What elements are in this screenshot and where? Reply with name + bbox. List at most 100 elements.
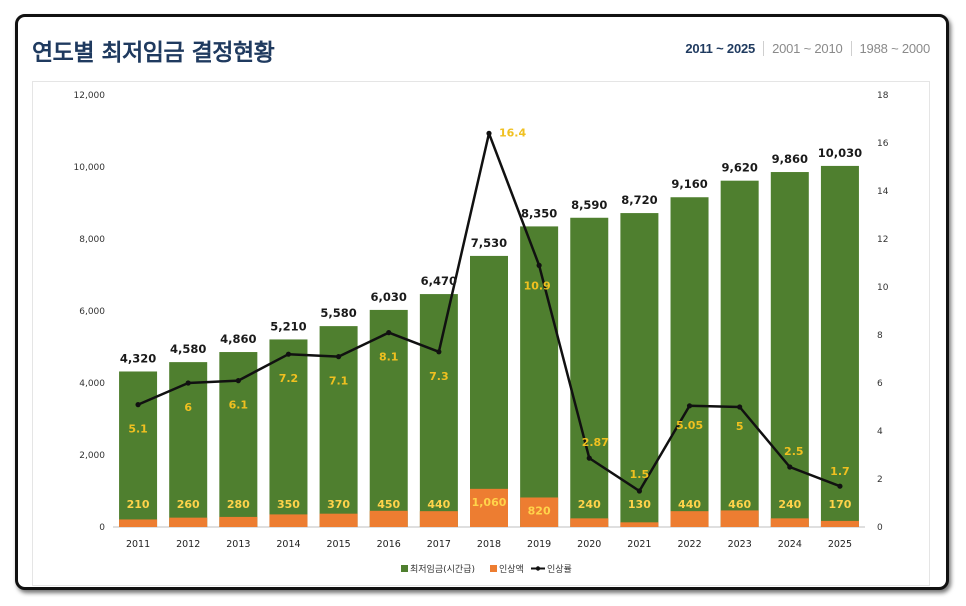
rate-data-label: 10.9 [524, 279, 551, 292]
wage-bar [319, 326, 358, 527]
rate-point [486, 130, 492, 136]
y-left-tick-label: 8,000 [79, 235, 105, 245]
x-tick-label: 2024 [778, 539, 802, 550]
increase-data-label: 440 [427, 498, 450, 511]
increase-bar [820, 520, 859, 527]
x-tick-label: 2013 [226, 539, 250, 550]
increase-bar [520, 497, 559, 527]
x-tick-label: 2016 [377, 539, 401, 550]
y-left-tick-label: 6,000 [79, 307, 105, 317]
increase-data-label: 210 [127, 498, 150, 511]
increase-data-label: 280 [227, 498, 250, 511]
wage-bar [369, 309, 408, 527]
rate-data-label: 5 [736, 420, 744, 433]
x-tick-label: 2014 [276, 539, 300, 550]
rate-point [135, 402, 141, 408]
increase-data-label: 130 [628, 498, 651, 511]
y-left-tick-label: 4,000 [79, 379, 105, 389]
increase-data-label: 240 [778, 498, 801, 511]
x-tick-label: 2015 [327, 539, 351, 550]
wage-data-label: 9,160 [671, 177, 707, 191]
rate-point [586, 455, 592, 461]
rate-data-label: 6 [184, 401, 192, 414]
y-left-tick-label: 10,000 [74, 163, 106, 173]
x-tick-label: 2011 [126, 539, 150, 550]
rate-data-label: 7.3 [429, 370, 449, 383]
x-tick-label: 2020 [577, 539, 601, 550]
increase-bar [419, 511, 458, 527]
rate-point [386, 330, 392, 336]
rate-data-label: 7.1 [329, 375, 349, 388]
increase-data-label: 460 [728, 498, 751, 511]
legend-swatch-increase [490, 565, 497, 572]
wage-data-label: 4,320 [120, 351, 156, 365]
wage-data-label: 9,620 [721, 161, 757, 175]
wage-data-label: 5,580 [320, 306, 356, 320]
rate-point [185, 380, 191, 386]
rate-point [436, 349, 442, 355]
tab-1988-2000[interactable]: 1988 ~ 2000 [850, 41, 938, 56]
wage-data-label: 4,860 [220, 332, 256, 346]
wage-bar [419, 294, 458, 527]
minimum-wage-chart: 0 2,000 4,000 6,000 8,000 10,000 12,000 0 2 4 6 8 10… [74, 91, 889, 575]
x-tick-label: 2018 [477, 539, 501, 550]
wage-bar [620, 213, 659, 527]
rate-point [837, 483, 843, 489]
wage-data-label: 8,350 [521, 206, 557, 220]
x-tick-label: 2019 [527, 539, 551, 550]
increase-bar [269, 514, 308, 527]
rate-data-label: 2.87 [582, 436, 609, 449]
x-tick-label: 2021 [627, 539, 651, 550]
y-left-tick-label: 0 [99, 523, 105, 533]
wage-bar [520, 226, 559, 527]
increase-bar [770, 518, 809, 527]
rate-data-label: 1.5 [630, 468, 650, 481]
increase-data-label: 170 [828, 498, 851, 511]
rate-point [235, 378, 241, 384]
y-right-tick-label: 0 [877, 523, 883, 533]
legend-swatch-wage [401, 565, 408, 572]
y-right-tick-label: 18 [877, 91, 889, 101]
wage-data-label: 8,720 [621, 193, 657, 207]
increase-data-label: 1,060 [472, 496, 507, 509]
legend-label-rate: 인상률 [547, 564, 572, 575]
x-tick-label: 2017 [427, 539, 451, 550]
y-right-tick-label: 4 [877, 427, 883, 437]
wage-bar [670, 197, 709, 527]
increase-bar [570, 518, 609, 527]
chart-area: 0 2,000 4,000 6,000 8,000 10,000 12,000 0 2 4 6 8 10… [32, 81, 930, 586]
increase-bar [119, 519, 158, 527]
y-left-tick-label: 12,000 [74, 91, 106, 101]
increase-bar [319, 513, 358, 527]
increase-data-label: 450 [377, 498, 400, 511]
legend-label-increase: 인상액 [499, 563, 524, 575]
tab-2001-2010[interactable]: 2001 ~ 2010 [763, 41, 850, 56]
rate-point [636, 488, 643, 494]
rate-data-label: 6.1 [229, 399, 249, 412]
rate-point [336, 354, 342, 360]
tab-2011-2025[interactable]: 2011 ~ 2025 [685, 41, 756, 56]
increase-bar [670, 511, 709, 527]
y-right-tick-label: 12 [877, 235, 888, 245]
x-tick-label: 2012 [176, 539, 200, 550]
increase-data-label: 260 [177, 498, 200, 511]
increase-data-label: 350 [277, 498, 300, 511]
rate-point [787, 464, 793, 470]
y-right-tick-label: 10 [877, 283, 889, 293]
rate-point [285, 351, 292, 357]
rate-data-label: 1.7 [830, 465, 850, 478]
increase-data-label: 370 [327, 498, 350, 511]
x-tick-label: 2022 [677, 539, 701, 550]
increase-bar [219, 516, 258, 527]
rate-data-label: 8.1 [379, 351, 399, 364]
wage-data-label: 6,470 [421, 274, 457, 288]
wage-data-label: 10,030 [818, 146, 862, 160]
increase-data-label: 820 [528, 504, 551, 517]
period-tabs: 2011 ~ 2025 2001 ~ 2010 1988 ~ 2000 [677, 41, 938, 56]
increase-data-label: 440 [678, 498, 701, 511]
increase-bar [620, 522, 659, 527]
increase-data-label: 240 [578, 498, 601, 511]
y-right-tick-label: 6 [877, 379, 883, 389]
y-right-tick-label: 2 [877, 475, 883, 485]
wage-data-label: 4,580 [170, 342, 206, 356]
